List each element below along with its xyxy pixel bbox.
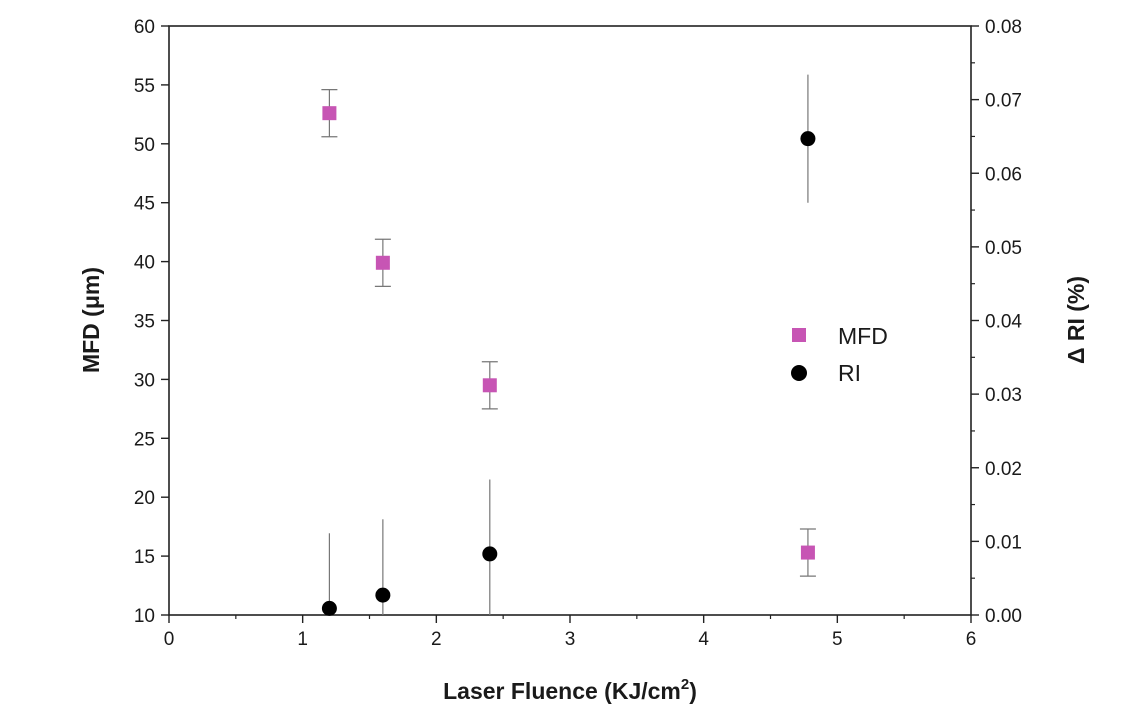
legend: MFD RI [791, 323, 888, 386]
y-left-tick-label: 30 [134, 370, 155, 391]
legend-ri-label: RI [838, 360, 861, 386]
y-left-tick-label: 45 [134, 194, 155, 215]
y-right-tick-label: 0.04 [985, 312, 1022, 333]
y-right-tick-label: 0.02 [985, 459, 1022, 480]
y-right-tick-label: 0.08 [985, 17, 1022, 38]
y-right-tick-label: 0.00 [985, 606, 1022, 627]
y-axis-right-title: Δ RI (%) [1063, 276, 1089, 364]
legend-ri-marker [791, 365, 807, 381]
mfd-point [322, 106, 337, 121]
y-left-tick-label: 55 [134, 76, 155, 97]
y-left-tick-label: 50 [134, 135, 155, 156]
x-tick-label: 3 [565, 629, 576, 650]
y-right-tick-label: 0.05 [985, 238, 1022, 259]
mfd-point [482, 378, 497, 393]
y-left-tick-label: 15 [134, 547, 155, 568]
x-tick-label: 6 [966, 629, 977, 650]
y-left-tick-label: 35 [134, 312, 155, 333]
x-axis-title-superscript: 2 [681, 676, 689, 693]
y-right-tick-label: 0.06 [985, 164, 1022, 185]
x-axis-title: Laser Fluence (KJ/cm2) [443, 676, 697, 704]
x-tick-label: 4 [698, 629, 709, 650]
ri-point [375, 587, 391, 603]
legend-mfd-marker [792, 328, 806, 342]
x-tick-label: 1 [297, 629, 308, 650]
y-right-tick-label: 0.01 [985, 532, 1022, 553]
legend-mfd-label: MFD [838, 323, 888, 349]
y-left-tick-label: 60 [134, 17, 155, 38]
ri-point [482, 546, 498, 562]
y-left-tick-label: 20 [134, 488, 155, 509]
y-axis-left-title: MFD (μm) [78, 267, 104, 373]
mfd-point [800, 545, 815, 560]
x-tick-label: 2 [431, 629, 442, 650]
ri-point [800, 131, 816, 147]
x-axis-title-end: ) [689, 678, 697, 704]
mfd-point [375, 255, 390, 270]
x-tick-label: 0 [164, 629, 175, 650]
ri-point [321, 600, 337, 616]
y-left-tick-label: 25 [134, 429, 155, 450]
y-left-tick-label: 10 [134, 606, 155, 627]
y-right-tick-label: 0.07 [985, 91, 1022, 112]
y-right-tick-label: 0.03 [985, 385, 1022, 406]
plot-frame [168, 25, 972, 616]
x-axis-title-main: Laser Fluence (KJ/cm [443, 678, 681, 704]
x-tick-label: 5 [832, 629, 843, 650]
y-left-tick-label: 40 [134, 253, 155, 274]
